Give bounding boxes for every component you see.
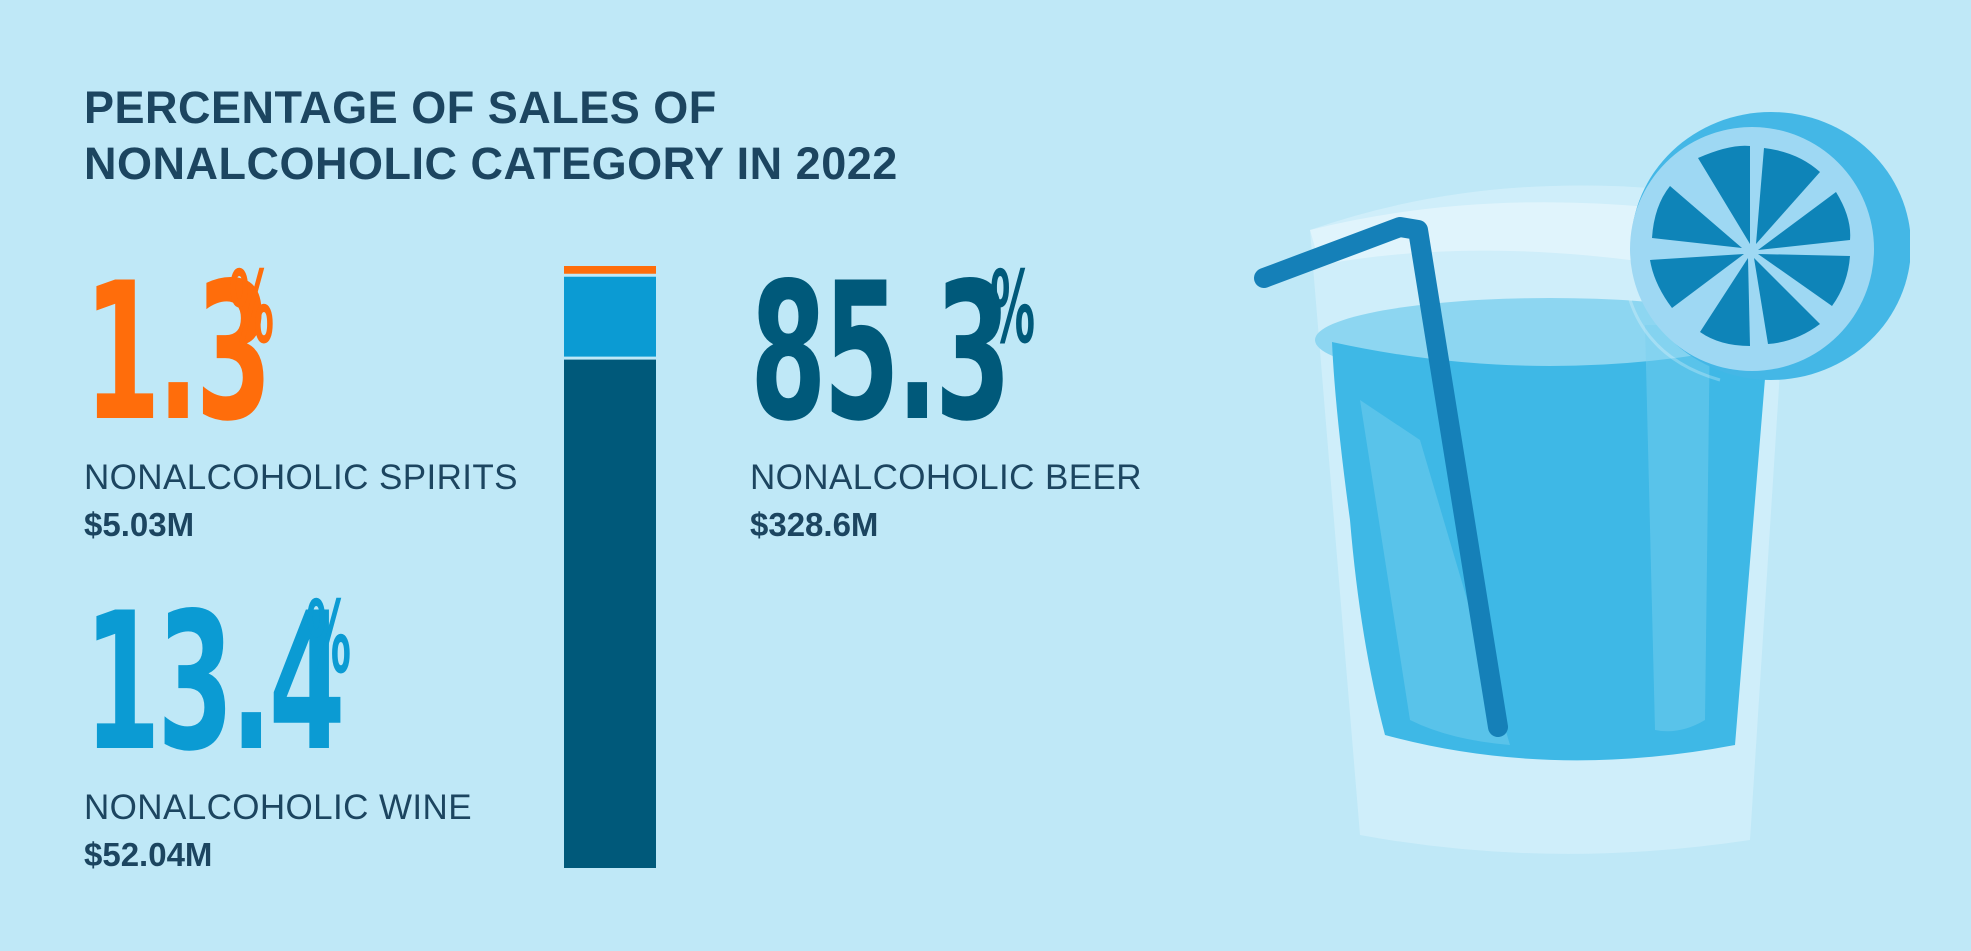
stat-spirits-value: 1.3 <box>84 242 272 463</box>
stat-beer-label: NONALCOHOLIC BEER <box>750 458 1142 497</box>
stat-wine-percent: 13.4 % <box>84 588 472 778</box>
stat-wine-label: NONALCOHOLIC WINE <box>84 788 472 827</box>
stat-spirits-amount: $5.03M <box>84 506 195 543</box>
stacked-bar-chart <box>564 266 656 868</box>
stat-wine-amount: $52.04M <box>84 836 213 873</box>
stat-beer: 85.3 % NONALCOHOLIC BEER $328.6M <box>750 258 1142 544</box>
stat-wine-unit: % <box>306 579 352 696</box>
stat-wine-value: 13.4 <box>84 572 345 793</box>
stat-beer-value: 85.3 <box>750 242 1011 463</box>
bar-segment-nonalcoholic-spirits <box>564 266 656 274</box>
bar-segment-nonalcoholic-beer <box>564 359 656 868</box>
stat-beer-amount: $328.6M <box>750 506 879 543</box>
stat-spirits-percent: 1.3 % <box>84 258 518 448</box>
bar-segment-nonalcoholic-wine <box>564 276 656 357</box>
stacked-bar-segments <box>564 266 656 868</box>
stat-spirits-unit: % <box>229 249 275 366</box>
stat-wine: 13.4 % NONALCOHOLIC WINE $52.04M <box>84 588 472 874</box>
stat-spirits-label: NONALCOHOLIC SPIRITS <box>84 458 518 497</box>
chart-title: PERCENTAGE OF SALES OF NONALCOHOLIC CATE… <box>84 80 898 192</box>
chart-title-line-2: NONALCOHOLIC CATEGORY IN 2022 <box>84 138 898 189</box>
stat-spirits: 1.3 % NONALCOHOLIC SPIRITS $5.03M <box>84 258 518 544</box>
stat-beer-percent: 85.3 % <box>750 258 1142 448</box>
glass-of-water-with-lemon-and-straw-icon <box>1254 112 1910 854</box>
stat-beer-unit: % <box>990 249 1036 366</box>
chart-title-line-1: PERCENTAGE OF SALES OF <box>84 82 717 133</box>
